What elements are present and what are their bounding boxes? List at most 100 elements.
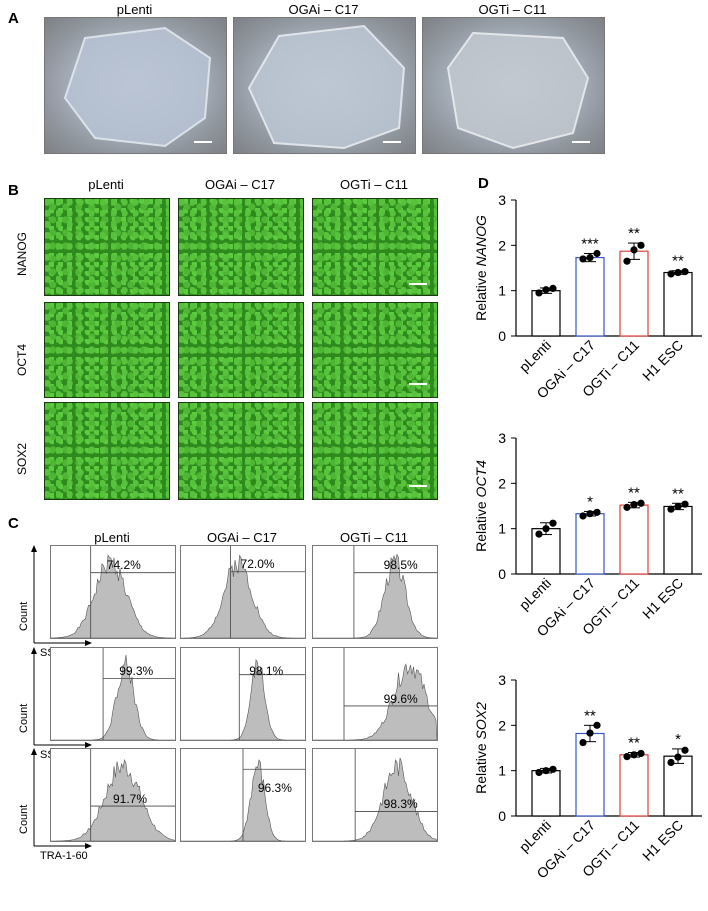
panel-a-title-ogai: OGAi – C17 (288, 2, 359, 17)
data-point (637, 241, 645, 249)
x-axis-arrow (34, 843, 92, 849)
category-label: H1 ESC (639, 337, 686, 384)
bar (663, 505, 693, 575)
y-tick-label: 1 (498, 521, 506, 537)
category-label: H1 ESC (639, 575, 686, 622)
data-point (586, 253, 594, 262)
row-label-oct4: OCT4 (15, 343, 29, 376)
gate-percent: 99.3% (119, 663, 154, 678)
scale-bar (572, 141, 590, 143)
y-tick-label: 1 (498, 763, 506, 779)
bar (531, 528, 561, 575)
panel-c-label: C (8, 515, 19, 532)
panel-a-title-plenti: pLenti (116, 2, 153, 17)
data-point (637, 749, 645, 758)
fluor-sox2-ogai (178, 402, 304, 500)
data-point (549, 284, 557, 292)
bar (619, 754, 649, 817)
significance-stars: *** (581, 235, 599, 252)
category-label: pLenti (516, 817, 554, 855)
histogram-shape (313, 757, 437, 841)
histogram-plot (51, 546, 175, 638)
y-axis-label: Relative SOX2 (473, 702, 489, 794)
significance-stars: * (675, 731, 681, 748)
histogram-plot (181, 648, 305, 740)
data-point (630, 751, 638, 759)
y-tick-label: 1 (498, 283, 506, 299)
panel-c-title-ogai: OGAi – C17 (206, 530, 278, 545)
category-label: pLenti (516, 575, 554, 613)
y-tick-label: 3 (498, 192, 506, 208)
data-point (535, 289, 543, 297)
fluor-oct4-ogai (178, 302, 304, 398)
gate-percent: 91.7% (113, 791, 148, 806)
gate-percent: 96.3% (257, 780, 292, 795)
data-point (667, 505, 675, 513)
phase-image-ogai (233, 17, 416, 154)
fluor-nanog-plenti (44, 198, 170, 296)
histogram-shape (51, 554, 175, 638)
flow-histogram-2-0: 91.7% (50, 748, 176, 842)
significance-stars: ** (672, 253, 684, 270)
data-point (535, 768, 543, 777)
x-axis-arrow (34, 640, 92, 646)
panel-d-label: D (478, 175, 489, 192)
histogram-plot (313, 648, 437, 740)
y-tick-label: 2 (498, 237, 506, 253)
gate-percent: 98.1% (249, 663, 284, 678)
panel-a-label: A (8, 10, 19, 27)
phase-image-ogti (422, 17, 605, 154)
data-point (593, 508, 601, 516)
histogram-plot (51, 749, 175, 841)
bar (575, 513, 605, 575)
histogram-plot (51, 648, 175, 740)
data-point (681, 746, 689, 754)
data-point (667, 758, 675, 767)
data-point (681, 268, 689, 276)
y-tick-label: 0 (498, 808, 506, 824)
bar (663, 755, 693, 817)
row-label-nanog: NANOG (15, 231, 29, 276)
axis-arrows (31, 647, 52, 746)
significance-stars: ** (628, 484, 640, 501)
bar (531, 770, 561, 817)
bar (619, 250, 649, 337)
data-point (535, 530, 543, 538)
significance-stars: ** (672, 485, 684, 502)
histogram-shape (181, 759, 305, 841)
data-point (630, 501, 638, 509)
gate-percent: 98.3% (383, 797, 418, 812)
phase-image-plenti (44, 17, 227, 154)
flow-histogram-0-2: 98.5% (312, 545, 438, 639)
data-point (623, 753, 631, 761)
data-point (593, 249, 601, 258)
data-point (674, 502, 682, 511)
data-point (579, 255, 587, 263)
flow-histogram-2-2: 98.3% (312, 748, 438, 842)
data-point (579, 512, 587, 520)
fluor-nanog-ogai (178, 198, 304, 296)
count-axis-label: Count (18, 804, 30, 834)
data-point (681, 500, 689, 508)
flow-histogram-0-1: 72.0% (180, 545, 306, 639)
data-point (542, 767, 550, 775)
gate-percent: 72.0% (240, 557, 275, 572)
flow-histogram-1-0: 99.3% (50, 647, 176, 741)
bar (663, 271, 693, 337)
colony-shape (247, 24, 406, 150)
significance-stars: * (587, 493, 593, 510)
histogram-shape (313, 663, 437, 740)
histogram-plot (313, 546, 437, 638)
y-tick-label: 3 (498, 430, 506, 446)
bar (531, 290, 561, 337)
data-point (579, 738, 587, 747)
data-point (637, 499, 645, 507)
x-axis-arrow (34, 742, 92, 748)
scale-bar (383, 141, 401, 143)
axis-arrows (31, 545, 52, 644)
scale-bar (409, 383, 427, 385)
data-point (630, 246, 638, 254)
gate-percent: 99.6% (383, 691, 418, 706)
histogram-shape (181, 658, 305, 740)
